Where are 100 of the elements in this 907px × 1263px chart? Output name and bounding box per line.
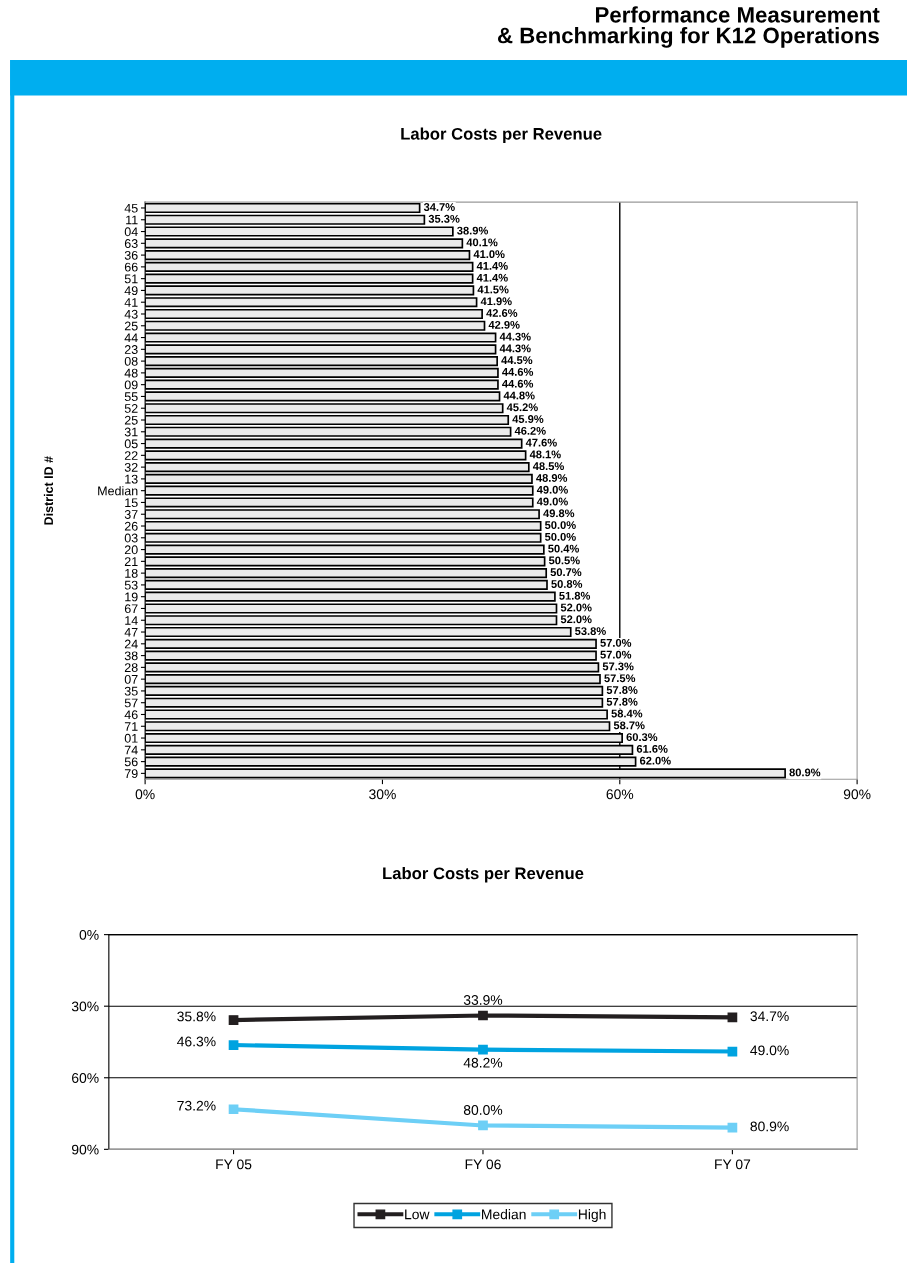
x-tick-label: 60% [606, 789, 634, 800]
y-tick-label: 52 [124, 404, 138, 413]
data-label: 48.9% [536, 474, 568, 482]
data-label: 47.6% [525, 438, 557, 447]
y-tick-label: 24 [124, 639, 138, 649]
data-label: 45.9% [512, 415, 544, 423]
x-tick-label: FY 06 [465, 1159, 501, 1170]
y-tick-label: 38 [124, 651, 138, 661]
data-label: 41.4% [476, 273, 508, 282]
y-tick-label: 21 [124, 557, 138, 566]
data-label: 49.0% [536, 497, 568, 506]
data-label: 57.8% [606, 686, 638, 694]
x-tick-label: 0% [135, 789, 155, 800]
data-label: 52.0% [560, 603, 592, 612]
point [228, 1015, 239, 1025]
data-label: 42.6% [486, 309, 518, 317]
y-tick-label: 37 [124, 510, 138, 519]
data-label: 48.1% [529, 450, 561, 459]
data-label: 49.8% [543, 509, 575, 518]
y-tick-label: 60% [72, 1073, 99, 1083]
y-tick-label: 49 [124, 286, 138, 296]
data-label: 60.3% [626, 733, 658, 742]
y-tick-label: 20 [124, 545, 138, 555]
y-tick-label: 03 [124, 533, 138, 543]
x-tick-label: 90% [843, 789, 871, 800]
y-tick-label: Median [98, 486, 138, 496]
y-tick-label: 71 [124, 722, 138, 731]
y-tick-label: 28 [124, 663, 138, 673]
y-tick-label: 63 [124, 239, 138, 248]
data-label: 44.6% [502, 379, 534, 388]
data-label: 50.0% [544, 532, 576, 541]
data-label: 58.4% [611, 709, 643, 718]
data-label: 41.9% [480, 297, 512, 306]
text: Performance Measurement & Benchmarking for K12 Operations [497, 6, 880, 48]
y-tick-label: 01 [124, 733, 138, 743]
y-tick-label: 36 [124, 250, 138, 260]
data-label: 73.2% [177, 1100, 216, 1111]
data-label: 35.3% [428, 214, 460, 223]
y-tick-label: 30% [71, 1001, 99, 1012]
y-tick-label: 66 [124, 262, 138, 272]
x-tick-label: FY 05 [216, 1159, 252, 1170]
data-label: 34.7% [750, 1011, 789, 1022]
y-tick-label: 45 [124, 203, 138, 213]
y-tick-label: 05 [124, 439, 138, 449]
chart-title: Labor Costs per Revenue [383, 866, 584, 883]
data-label: 57.3% [602, 662, 634, 671]
y-tick-label: 04 [124, 227, 138, 237]
y-tick-label: 31 [124, 427, 138, 437]
y-tick-label: 22 [124, 451, 138, 460]
y-tick-label: 15 [125, 498, 138, 508]
data-label: 57.8% [606, 697, 638, 706]
data-label: 44.8% [503, 391, 535, 400]
y-tick-label: 44 [124, 333, 138, 343]
legend-label: Median [482, 1209, 526, 1220]
y-tick-label: 57 [124, 698, 138, 708]
legend-label: Low [405, 1209, 430, 1220]
data-label: 57.5% [604, 674, 636, 683]
data-label: 53.8% [575, 627, 606, 636]
data-label: 40.1% [466, 238, 498, 247]
y-tick-label: 43 [124, 309, 138, 319]
data-label: 50.5% [548, 556, 580, 565]
data-label: 42.9% [488, 320, 520, 329]
legend-label: High [578, 1209, 606, 1223]
x-tick-label: FY 07 [715, 1159, 751, 1170]
data-label: 58.7% [613, 721, 645, 730]
x-tick-label: 30% [369, 789, 396, 800]
y-tick-label: 67 [124, 604, 138, 614]
data-label: 49.0% [536, 485, 568, 494]
y-tick-label: 74 [124, 745, 138, 755]
data-label: 50.0% [544, 521, 576, 529]
data-label: 50.7% [550, 568, 582, 577]
y-axis-title: District ID # [43, 456, 54, 525]
data-label: 41.0% [473, 250, 505, 259]
data-label: 57.0% [600, 638, 632, 647]
y-tick-label: 07 [124, 674, 138, 684]
y-tick-label: 0% [79, 929, 99, 940]
data-label: 44.3% [499, 332, 531, 341]
y-tick-label: 23 [124, 345, 138, 354]
y-tick-label: 25 [124, 415, 138, 425]
data-label: 46.3% [177, 1036, 216, 1047]
y-tick-label: 32 [124, 462, 138, 472]
y-tick-label: 25 [124, 321, 138, 331]
data-label: 48.5% [532, 462, 564, 471]
y-tick-label: 47 [124, 627, 138, 637]
y-tick-label: 53 [124, 580, 138, 590]
point [228, 1040, 239, 1050]
y-tick-label: 46 [124, 710, 138, 720]
data-label: 57.0% [600, 650, 632, 659]
point [478, 1044, 488, 1055]
data-label: 44.5% [501, 356, 533, 365]
data-label: 80.9% [789, 768, 821, 777]
y-tick-label: 48 [124, 368, 138, 378]
data-label: 44.3% [499, 344, 531, 353]
data-label: 49.0% [750, 1045, 789, 1056]
data-label: 52.0% [560, 615, 592, 624]
y-tick-label: 19 [125, 592, 138, 602]
y-tick-label: 09 [124, 380, 138, 390]
data-label: 35.8% [177, 1011, 216, 1022]
data-label: 61.6% [636, 744, 668, 753]
data-label: 38.9% [457, 226, 489, 235]
